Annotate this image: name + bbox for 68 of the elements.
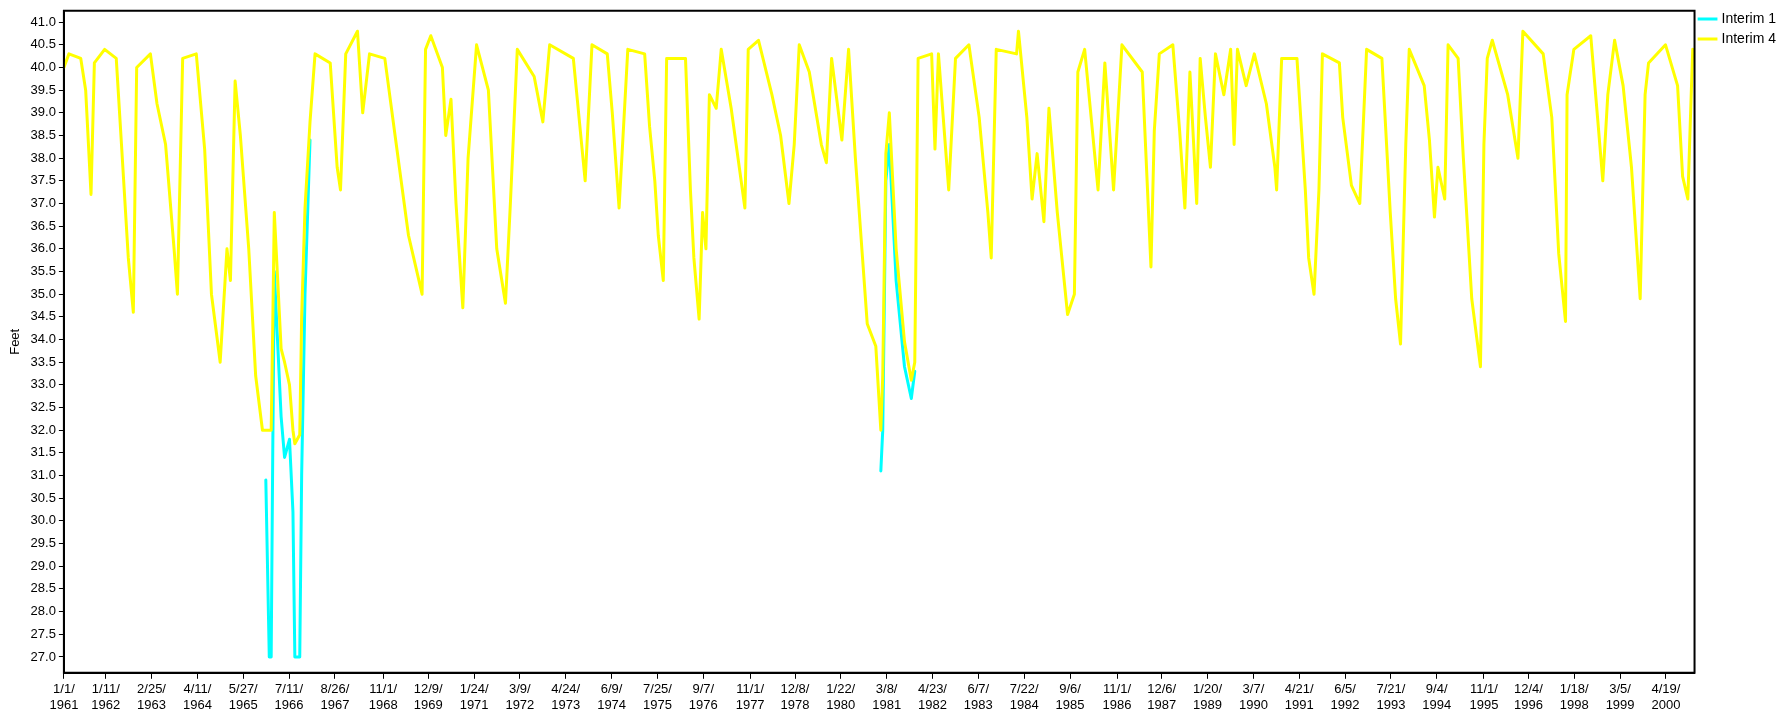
x-tick-label: 6/7/ 1983 — [963, 681, 993, 712]
y-tick-label: 32.5 — [30, 399, 56, 415]
x-tick-label: 1/22/ 1980 — [826, 681, 856, 712]
y-tick-label: 31.5 — [30, 444, 56, 460]
x-tick-label: 4/24/ 1973 — [551, 681, 581, 712]
y-tick-label: 33.5 — [30, 353, 56, 369]
x-tick-label: 1/20/ 1989 — [1193, 681, 1223, 712]
x-tick-label: 9/7/ 1976 — [688, 681, 718, 712]
x-tick-label: 4/21/ 1991 — [1284, 681, 1315, 712]
x-tick-label: 7/22/ 1984 — [1009, 681, 1039, 712]
y-tick-label: 32.0 — [30, 421, 56, 437]
x-tick-label: 4/23/ 1982 — [918, 681, 948, 712]
y-axis-title: Feet — [7, 328, 23, 355]
x-tick-label: 11/1/ 1995 — [1469, 681, 1499, 712]
x-tick-label: 11/1/ 1986 — [1102, 681, 1132, 712]
x-tick-label: 1/18/ 1998 — [1559, 681, 1590, 712]
y-tick-label: 30.5 — [30, 489, 56, 505]
legend-label: Interim 1 — [1721, 9, 1777, 26]
x-tick-label: 6/9/ 1974 — [597, 681, 627, 712]
y-tick-label: 39.0 — [30, 104, 56, 120]
y-tick-label: 29.0 — [30, 557, 56, 573]
x-tick-label: 12/9/ 1969 — [413, 681, 444, 712]
x-tick-label: 8/26/ 1967 — [320, 681, 350, 712]
x-tick-label: 11/1/ 1977 — [735, 681, 765, 712]
x-tick-label: 4/11/ 1964 — [182, 681, 212, 712]
y-tick-label: 36.0 — [30, 240, 56, 256]
y-tick-label: 29.5 — [30, 535, 56, 551]
y-tick-label: 34.0 — [30, 331, 56, 347]
y-tick-label: 31.0 — [30, 467, 56, 483]
y-tick-label: 33.0 — [30, 376, 56, 392]
x-tick-label: 7/11/ 1966 — [274, 681, 304, 712]
x-tick-label: 7/21/ 1993 — [1376, 681, 1406, 712]
y-tick-label: 38.0 — [30, 149, 56, 165]
y-tick-label: 40.0 — [30, 59, 56, 75]
y-tick-label: 30.0 — [30, 512, 56, 528]
y-tick-label: 28.5 — [30, 580, 56, 596]
y-tick-label: 39.5 — [30, 81, 56, 97]
y-tick-label: 36.5 — [30, 217, 56, 233]
y-tick-label: 28.0 — [30, 603, 56, 619]
x-tick-label: 4/19/ 2000 — [1651, 681, 1681, 712]
x-tick-label: 6/5/ 1992 — [1330, 681, 1360, 712]
x-tick-label: 11/1/ 1968 — [368, 681, 398, 712]
x-tick-label: 12/8/ 1978 — [780, 681, 810, 712]
y-tick-label: 41.0 — [30, 13, 56, 29]
x-tick-label: 3/7/ 1990 — [1238, 681, 1268, 712]
y-tick-label: 34.5 — [30, 308, 56, 324]
y-tick-label: 35.0 — [30, 285, 56, 301]
y-tick-label: 40.5 — [30, 36, 56, 52]
x-tick-label: 3/8/ 1981 — [872, 681, 902, 712]
legend-label: Interim 4 — [1721, 29, 1777, 46]
x-tick-label: 12/6/ 1987 — [1147, 681, 1177, 712]
x-tick-label: 1/24/ 1971 — [459, 681, 489, 712]
y-tick-label: 27.0 — [30, 648, 56, 664]
x-tick-label: 3/5/ 1999 — [1605, 681, 1635, 712]
x-tick-label: 2/25/ 1963 — [137, 681, 167, 712]
x-tick-label: 12/4/ 1996 — [1513, 681, 1544, 712]
x-tick-label: 1/1/ 1961 — [49, 681, 79, 712]
x-tick-label: 9/6/ 1985 — [1055, 681, 1085, 712]
x-tick-label: 1/11/ 1962 — [91, 681, 121, 712]
y-tick-label: 37.0 — [30, 195, 56, 211]
x-tick-label: 3/9/ 1972 — [505, 681, 535, 712]
y-tick-label: 37.5 — [30, 172, 56, 188]
x-tick-label: 5/27/ 1965 — [228, 681, 259, 712]
y-tick-label: 35.5 — [30, 263, 56, 279]
x-tick-label: 9/4/ 1994 — [1422, 681, 1452, 712]
y-tick-label: 38.5 — [30, 127, 56, 143]
y-tick-label: 27.5 — [30, 625, 56, 641]
x-tick-label: 7/25/ 1975 — [643, 681, 673, 712]
